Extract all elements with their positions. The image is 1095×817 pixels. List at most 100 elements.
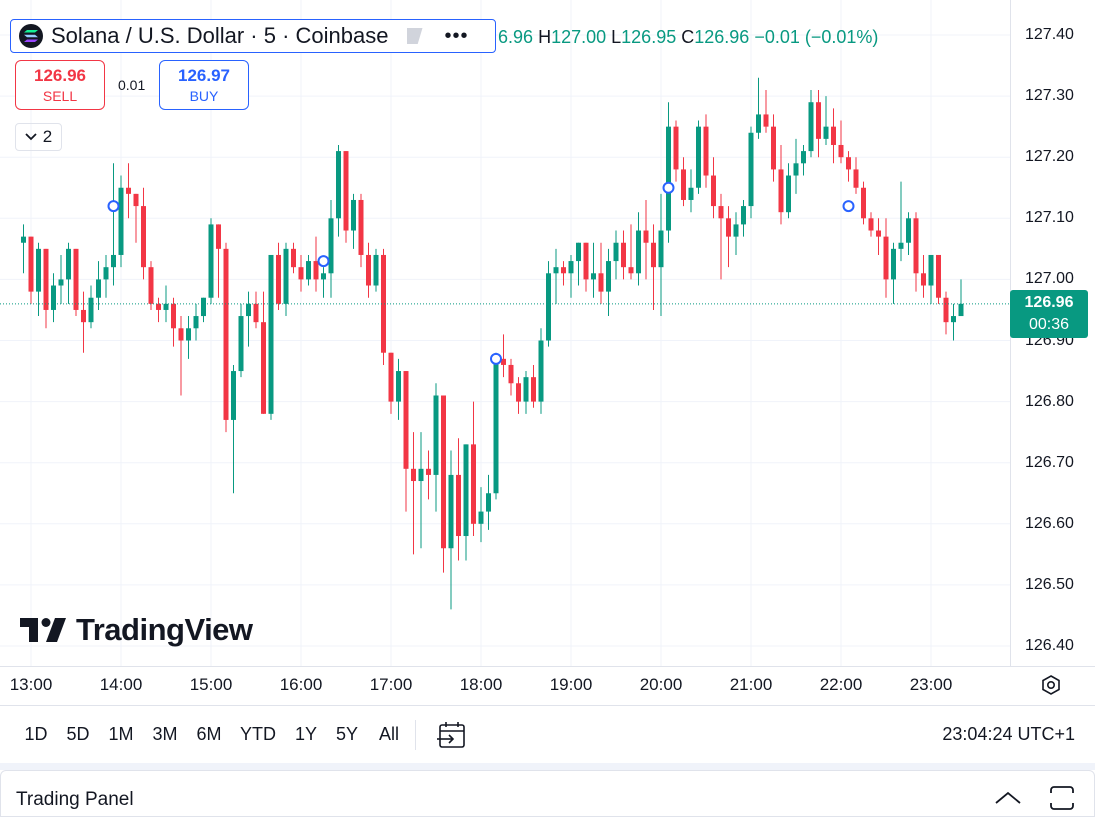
candle-up <box>36 248 41 292</box>
candle-up <box>666 126 671 231</box>
buy-button[interactable]: 126.97 BUY <box>159 60 249 110</box>
trading-panel-bar[interactable]: Trading Panel <box>0 770 1095 817</box>
date-range-toolbar: 1D 5D 1M 3M 6M YTD 1Y 5Y All 23:04:24 UT… <box>0 705 1095 763</box>
bar-countdown: 00:36 <box>1028 316 1070 333</box>
candle-down <box>936 254 941 298</box>
candlestick-chart[interactable] <box>0 0 1010 666</box>
range-all-button[interactable]: All <box>378 724 400 744</box>
trading-panel-title[interactable]: Trading Panel <box>16 789 134 810</box>
candle-down <box>358 199 364 255</box>
candle-up <box>591 273 596 280</box>
ohlc-legend: 6.96 H127.00 L126.95 C126.96 −0.01 (−0.0… <box>498 27 878 48</box>
chart-pane[interactable] <box>0 0 1010 666</box>
range-5y-button[interactable]: 5Y <box>335 724 359 744</box>
symbol-title[interactable]: Solana / U.S. Dollar · 5 · Coinbase <box>51 23 389 48</box>
candle-up <box>96 279 101 298</box>
candle-down <box>276 254 281 304</box>
candle-up <box>201 297 206 317</box>
range-3m-button[interactable]: 3M <box>152 724 178 744</box>
candle-up <box>688 187 694 200</box>
candle-down <box>171 303 176 329</box>
candle-down <box>223 248 229 420</box>
candle-down <box>261 322 266 414</box>
candle-up <box>283 248 289 304</box>
candle-up <box>448 474 454 549</box>
candle-down <box>133 193 139 207</box>
event-marker <box>662 181 675 194</box>
candle-up <box>568 261 574 274</box>
timezone-clock[interactable]: 23:04:24 UTC+1 <box>942 724 1075 744</box>
indicators-toggle[interactable]: 2 <box>15 123 62 151</box>
candle-up <box>958 303 964 317</box>
candle-down <box>913 218 919 274</box>
range-1y-button[interactable]: 1Y <box>294 724 318 744</box>
candle-down <box>718 206 724 219</box>
sell-button[interactable]: 126.96 SELL <box>15 60 105 110</box>
candle-up <box>793 163 799 176</box>
candle-down <box>583 242 589 280</box>
time-tick-label: 22:00 <box>819 675 863 694</box>
time-axis[interactable]: 13:00 14:00 15:00 16:00 17:00 18:00 19:00 20:00… <box>0 666 1095 704</box>
range-6m-button[interactable]: 6M <box>196 724 222 744</box>
candle-down <box>846 157 851 170</box>
last-price-value: 126.96 <box>1024 294 1074 311</box>
buy-price: 126.97 <box>178 66 230 85</box>
range-ytd-button[interactable]: YTD <box>240 724 276 744</box>
price-tick-label: 127.40 <box>1025 26 1074 43</box>
tradingview-watermark: TradingView <box>20 612 253 648</box>
candle-up <box>478 511 484 524</box>
low-key: L <box>611 27 622 47</box>
time-tick-label: 19:00 <box>549 675 593 694</box>
candle-up <box>613 242 619 262</box>
time-tick-label: 15:00 <box>189 675 233 694</box>
price-tick-label: 127.10 <box>1025 209 1074 227</box>
candle-down <box>628 267 634 274</box>
candle-up <box>823 126 829 139</box>
chart-settings-icon[interactable] <box>1040 674 1062 696</box>
candle-down <box>403 371 409 469</box>
candle-down <box>43 248 49 310</box>
candle-down <box>508 364 514 384</box>
high-key: H <box>538 27 552 47</box>
price-tick-label: 126.60 <box>1025 514 1074 532</box>
candle-up <box>546 273 551 341</box>
candle-up <box>696 126 701 188</box>
candle-down <box>516 383 521 402</box>
candle-up <box>396 371 401 402</box>
event-marker <box>317 255 330 268</box>
candle-down <box>148 267 154 304</box>
candle-up <box>373 254 379 286</box>
candle-up <box>801 151 806 164</box>
sell-label: SELL <box>42 88 78 104</box>
candle-down <box>178 328 184 341</box>
toolbar-divider <box>415 720 416 750</box>
candle-down <box>853 169 859 188</box>
price-tick-label: 127.30 <box>1025 87 1074 105</box>
candle-down <box>876 230 881 237</box>
candle-up <box>328 218 334 274</box>
candle-down <box>141 206 146 268</box>
symbol-header[interactable]: Solana / U.S. Dollar · 5 · Coinbase ••• <box>10 19 496 53</box>
maximize-panel-icon[interactable] <box>1049 785 1075 811</box>
more-options-icon[interactable]: ••• <box>444 24 469 47</box>
candle-down <box>861 187 866 219</box>
price-tick-label: 127.20 <box>1025 148 1074 166</box>
chevron-up-icon[interactable] <box>993 788 1023 808</box>
time-tick-label: 18:00 <box>459 675 503 694</box>
candle-up <box>733 224 739 237</box>
candle-down <box>561 267 566 274</box>
time-tick-label: 20:00 <box>639 675 683 694</box>
market-status-icon[interactable] <box>406 28 423 44</box>
range-1d-button[interactable]: 1D <box>24 724 48 744</box>
time-tick-label: 17:00 <box>369 675 413 694</box>
candle-up <box>538 340 544 402</box>
close-key: C <box>681 27 695 47</box>
candle-up <box>636 230 641 274</box>
time-tick-label: 23:00 <box>909 675 953 694</box>
range-5d-button[interactable]: 5D <box>66 724 90 744</box>
go-to-date-icon[interactable] <box>436 719 468 751</box>
range-1m-button[interactable]: 1M <box>108 724 134 744</box>
candle-up <box>208 224 214 298</box>
candle-up <box>748 132 754 207</box>
candle-up <box>906 218 911 243</box>
